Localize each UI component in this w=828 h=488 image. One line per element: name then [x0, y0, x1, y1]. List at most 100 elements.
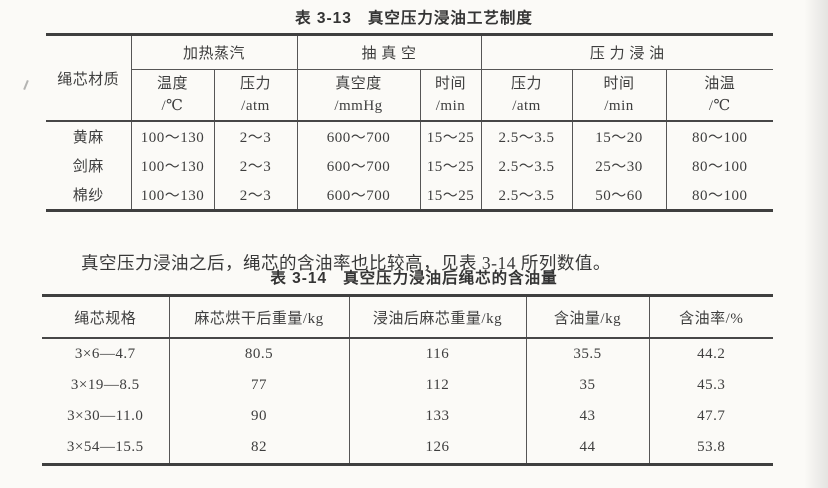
value-cell: 50～60 — [572, 180, 667, 211]
value-cell: 53.8 — [697, 439, 726, 455]
value-cell: 100～130 — [131, 151, 215, 180]
th-group-pressure-oil-soak: 压 力 浸 油 — [481, 34, 774, 70]
row-label-cell: 棉纱 — [46, 180, 132, 211]
th-dried-core-weight: 麻芯烘干后重量/kg — [169, 295, 350, 339]
value-cell: 35 — [526, 370, 650, 401]
scan-edge-shade — [804, 0, 828, 488]
value-cell: 15～25 — [420, 151, 482, 180]
value-cell: 15～20 — [572, 121, 667, 151]
th-sub-oil-time: 时间 /min — [572, 69, 667, 122]
value-cell: 15～25 — [420, 121, 482, 151]
column-unit: /min — [435, 98, 466, 114]
value-cell: 2～3 — [214, 180, 298, 211]
table-3-13-body: 黄麻 100～130 2～3 600～700 15～25 2.5～3.5 15～20 80～1… — [46, 121, 773, 211]
value-cell: 45.3 — [697, 377, 726, 393]
value-cell: 47.7 — [697, 408, 726, 424]
value-cell: 2～3 — [214, 121, 298, 151]
table-3-14-body: 3×6—4.7 80.5 116 35.5 44.2 3×19—8.5 77 112 35 45.… — [42, 338, 773, 465]
column-unit: /mmHg — [334, 98, 383, 114]
table-row: 棉纱 100～130 2～3 600～700 15～25 2.5～3.5 50～60 80～1… — [46, 180, 773, 211]
value-cell: 82 — [169, 432, 350, 465]
table14-caption: 表 3-14 真空压力浸油后绳芯的含油量 — [0, 266, 828, 288]
value-cell: 133 — [349, 401, 527, 432]
value-cell: 77 — [169, 370, 350, 401]
th-sub-oil-pressure: 压力 /atm — [481, 69, 573, 122]
value-cell: 25～30 — [572, 151, 667, 180]
value-cell: 600～700 — [297, 151, 421, 180]
row-label-cell: 3×30—11.0 — [42, 401, 170, 432]
row-label-cell: 黄麻 — [46, 121, 132, 151]
value-cell: 44.2 — [697, 346, 726, 362]
value-cell: 80～100 — [692, 188, 748, 204]
value-cell: 2～3 — [214, 151, 298, 180]
value-cell: 44 — [526, 432, 650, 465]
column-name: 温度 — [156, 75, 188, 92]
value-cell: 35.5 — [526, 338, 650, 370]
column-unit: /℃ — [708, 98, 731, 114]
column-name: 时间 — [435, 75, 467, 92]
th-soaked-core-weight: 浸油后麻芯重量/kg — [349, 295, 527, 339]
th-oil-content-percent: 含油率/% — [649, 295, 773, 339]
table13-caption-title: 真空压力浸油工艺制度 — [367, 10, 533, 27]
table-3-13-head: 绳芯材质 加热蒸汽 抽 真 空 压 力 浸 油 温度 /℃ 压力 /atm 真空… — [46, 34, 774, 122]
value-cell: 116 — [349, 338, 527, 370]
table14-caption-title: 真空压力浸油后绳芯的含油量 — [343, 270, 558, 287]
scan-artifact-mark — [23, 79, 29, 91]
th-rope-core-material: 绳芯材质 — [46, 34, 132, 122]
th-oil-content-kg: 含油量/kg — [526, 295, 650, 339]
header-row-subcolumns: 温度 /℃ 压力 /atm 真空度 /mmHg 时间 /min 压力 /at — [46, 69, 774, 122]
column-name: 时间 — [603, 75, 635, 92]
row-label-cell: 剑麻 — [46, 151, 132, 180]
th-group-heating-steam: 加热蒸汽 — [131, 34, 298, 70]
row-label-cell: 3×19—8.5 — [42, 370, 170, 401]
column-name: 油温 — [704, 75, 736, 92]
value-cell: 112 — [349, 370, 527, 401]
header-row: 绳芯规格 麻芯烘干后重量/kg 浸油后麻芯重量/kg 含油量/kg 含油率/% — [42, 295, 773, 339]
header-row-groups: 绳芯材质 加热蒸汽 抽 真 空 压 力 浸 油 — [46, 34, 774, 122]
value-cell: 2.5～3.5 — [481, 151, 573, 180]
column-name: 真空度 — [335, 75, 382, 92]
table13-caption-label: 表 3-13 — [295, 10, 352, 27]
row-label-cell: 3×54—15.5 — [42, 432, 170, 465]
value-cell: 80～100 — [692, 130, 748, 146]
table14-caption-label: 表 3-14 — [270, 270, 328, 287]
column-unit: /min — [604, 98, 634, 114]
th-sub-oil-temperature: 油温 /℃ — [666, 69, 774, 122]
value-cell: 80.5 — [169, 338, 350, 370]
value-cell: 600～700 — [297, 180, 421, 211]
table-row: 剑麻 100～130 2～3 600～700 15～25 2.5～3.5 25～30 80～1… — [46, 151, 773, 180]
table-row: 黄麻 100～130 2～3 600～700 15～25 2.5～3.5 15～20 80～1… — [46, 121, 773, 151]
value-cell: 126 — [349, 432, 527, 465]
table-3-14: 绳芯规格 麻芯烘干后重量/kg 浸油后麻芯重量/kg 含油量/kg 含油率/% … — [42, 294, 773, 466]
th-sub-steam-pressure: 压力 /atm — [214, 69, 298, 122]
value-cell: 43 — [526, 401, 650, 432]
value-cell: 600～700 — [297, 121, 421, 151]
th-sub-vacuum-time: 时间 /min — [420, 69, 482, 122]
table-3-14-head: 绳芯规格 麻芯烘干后重量/kg 浸油后麻芯重量/kg 含油量/kg 含油率/% — [42, 295, 773, 339]
th-group-vacuum: 抽 真 空 — [297, 34, 482, 70]
column-unit: /atm — [512, 98, 541, 114]
table-row: 3×30—11.0 90 133 43 47.7 — [42, 401, 773, 432]
table-row: 3×54—15.5 82 126 44 53.8 — [42, 432, 773, 465]
column-name: 压力 — [240, 75, 272, 92]
row-label-cell: 3×6—4.7 — [42, 338, 170, 370]
value-cell: 100～130 — [131, 121, 215, 151]
table-3-13: 绳芯材质 加热蒸汽 抽 真 空 压 力 浸 油 温度 /℃ 压力 /atm 真空… — [46, 33, 774, 212]
value-cell: 2.5～3.5 — [481, 121, 573, 151]
th-sub-steam-temperature: 温度 /℃ — [131, 69, 215, 122]
body-paragraph: 真空压力浸油之后，绳芯的含油率也比较高，见表 3-14 所列数值。 — [81, 252, 611, 273]
value-cell: 80～100 — [692, 159, 748, 175]
value-cell: 90 — [169, 401, 350, 432]
th-rope-core-spec: 绳芯规格 — [42, 295, 170, 339]
value-cell: 100～130 — [131, 180, 215, 211]
table-row: 3×19—8.5 77 112 35 45.3 — [42, 370, 773, 401]
column-name: 压力 — [511, 75, 543, 92]
column-unit: /atm — [241, 98, 270, 114]
column-unit: /℃ — [161, 98, 184, 114]
table-row: 3×6—4.7 80.5 116 35.5 44.2 — [42, 338, 773, 370]
table13-caption: 表 3-13 真空压力浸油工艺制度 — [0, 6, 828, 28]
value-cell: 15～25 — [420, 180, 482, 211]
th-sub-vacuum-degree: 真空度 /mmHg — [297, 69, 421, 122]
value-cell: 2.5～3.5 — [481, 180, 573, 211]
